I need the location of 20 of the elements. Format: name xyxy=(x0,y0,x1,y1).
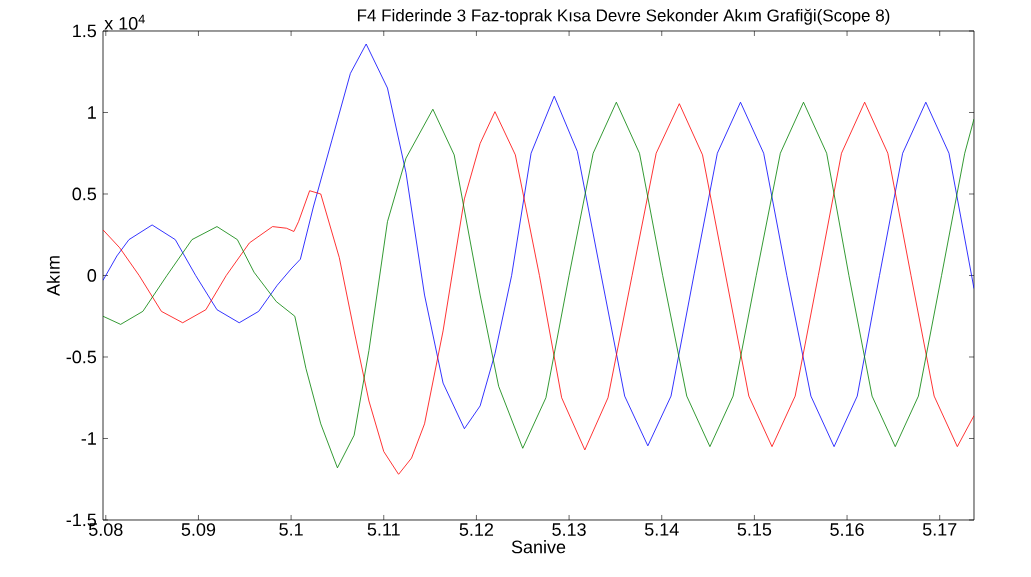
y-tick-label: 1 xyxy=(88,106,96,119)
y-tick-label: 0 xyxy=(87,269,97,282)
x-tick-label: 5.1 xyxy=(279,523,303,536)
x-tick-label: 5.16 xyxy=(830,523,864,536)
x-tick-label: 5.14 xyxy=(644,523,679,536)
y-tick-label: -0.5 xyxy=(66,350,97,364)
text: x 10$^{4}$ xyxy=(104,14,145,30)
x-tick-label: 5.15 xyxy=(737,523,772,536)
x-tick-label: 5.11 xyxy=(367,523,400,536)
chart-title: F4 Fiderinde 3 Faz-toprak Kısa Devre Sekonder Akım Grafiği(Scope 8) xyxy=(357,8,890,25)
x-tick-label: 5.12 xyxy=(459,523,494,536)
x-tick-label: 5.17 xyxy=(922,523,957,536)
x-tick-label: 5.13 xyxy=(552,523,586,536)
y-tick-label: 0.5 xyxy=(72,187,97,201)
y-tick-label: -1 xyxy=(81,432,96,445)
x-axis-title: Sanive xyxy=(511,540,566,554)
y-tick-label: 1.5 xyxy=(73,24,97,38)
line-series xyxy=(103,43,974,448)
x-tick-label: 5.09 xyxy=(181,523,216,536)
y-axis-title: Akım xyxy=(46,256,60,296)
